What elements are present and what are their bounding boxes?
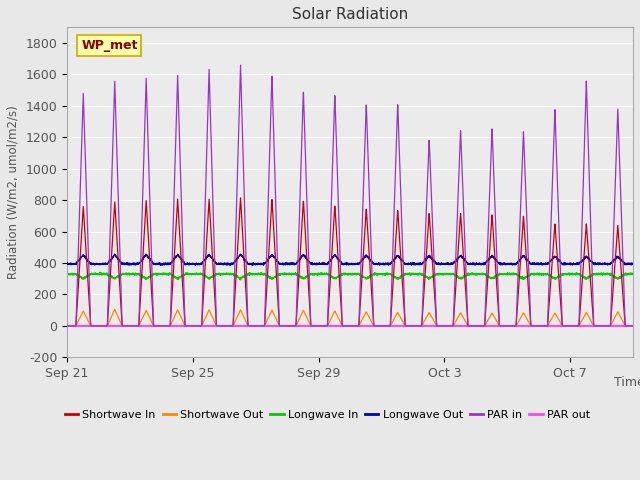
Text: WP_met: WP_met	[81, 39, 138, 52]
Title: Solar Radiation: Solar Radiation	[292, 7, 408, 22]
Y-axis label: Radiation (W/m2, umol/m2/s): Radiation (W/m2, umol/m2/s)	[7, 106, 20, 279]
Legend: Shortwave In, Shortwave Out, Longwave In, Longwave Out, PAR in, PAR out: Shortwave In, Shortwave Out, Longwave In…	[60, 406, 595, 425]
X-axis label: Time: Time	[614, 375, 640, 388]
